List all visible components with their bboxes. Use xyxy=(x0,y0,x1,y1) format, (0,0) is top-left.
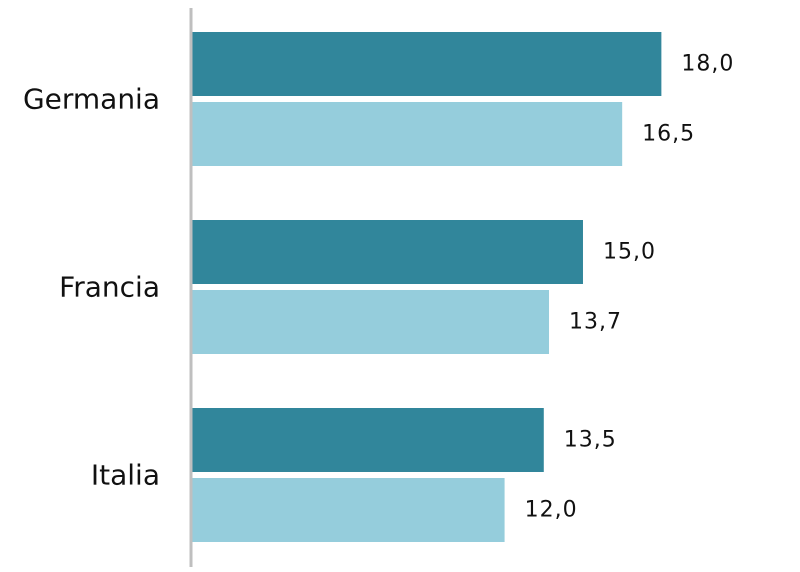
bar-germania-series-1 xyxy=(191,32,662,96)
bar-germania-series-2 xyxy=(191,102,623,166)
category-label-francia: Francia xyxy=(59,271,160,304)
category-labels-group: Germania Francia Italia xyxy=(23,83,160,492)
bar-italia-series-2 xyxy=(191,478,505,542)
bar-francia-series-2 xyxy=(191,290,550,354)
value-label-francia-series-1: 15,0 xyxy=(603,240,656,265)
bar-francia-series-1 xyxy=(191,220,583,284)
value-label-francia-series-2: 13,7 xyxy=(569,310,622,335)
value-label-germania-series-1: 18,0 xyxy=(681,52,734,77)
bars-group xyxy=(191,32,662,542)
category-label-germania: Germania xyxy=(23,83,160,116)
value-label-italia-series-2: 12,0 xyxy=(525,498,578,523)
bar-italia-series-1 xyxy=(191,408,544,472)
value-label-italia-series-1: 13,5 xyxy=(564,428,617,453)
value-labels-group: 18,0 16,5 15,0 13,7 13,5 12,0 xyxy=(525,52,734,523)
value-label-germania-series-2: 16,5 xyxy=(642,122,695,147)
category-label-italia: Italia xyxy=(91,459,160,492)
